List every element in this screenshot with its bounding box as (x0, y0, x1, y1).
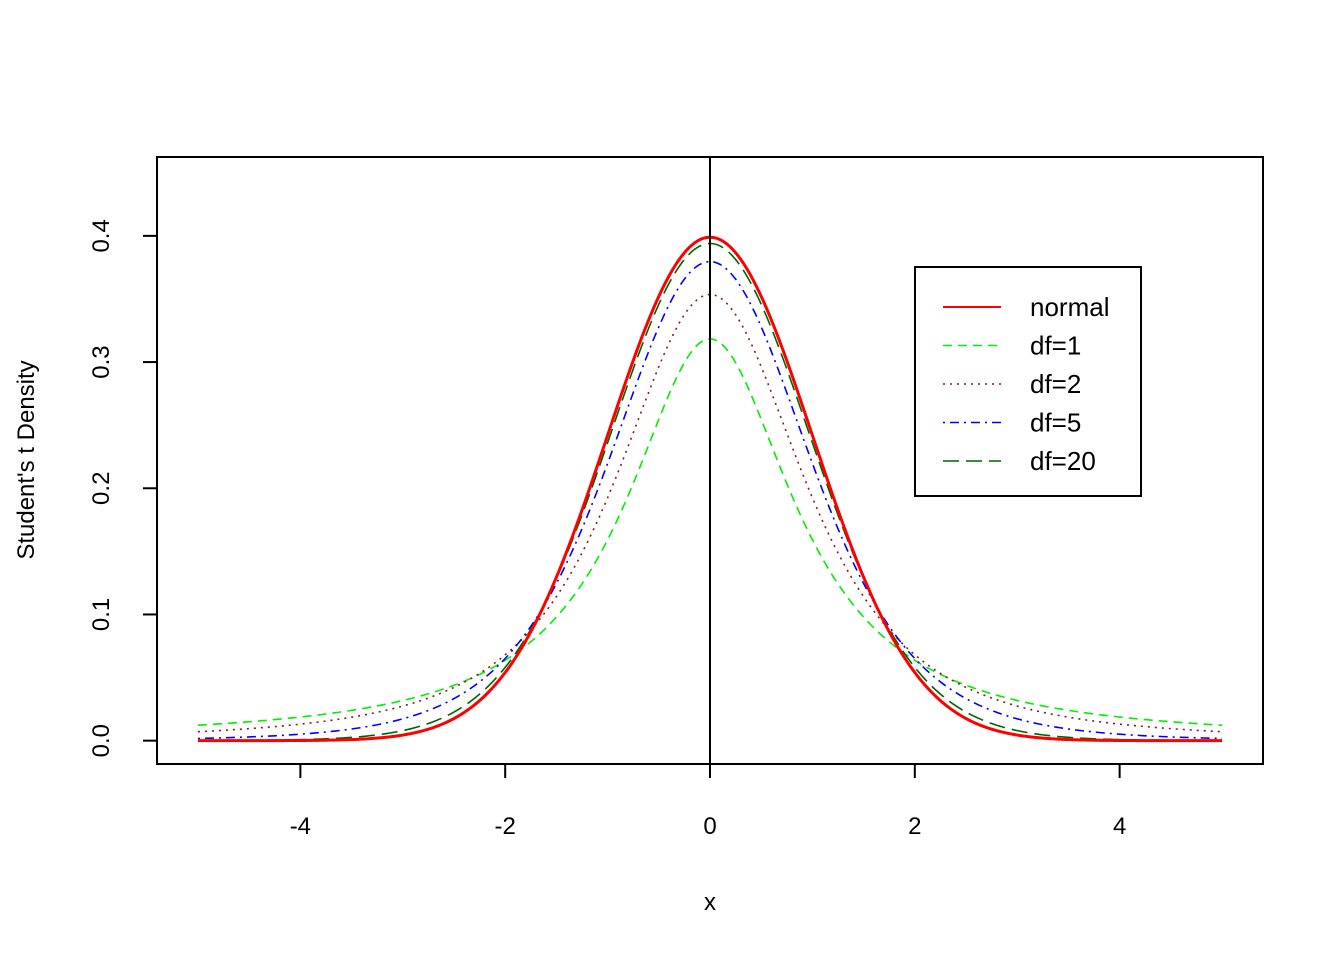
y-tick-label: 0.0 (88, 724, 115, 757)
legend-box (914, 266, 1142, 497)
y-tick-label: 0.1 (88, 598, 115, 631)
x-tick-label: -2 (495, 813, 516, 840)
y-tick-label: 0.3 (88, 345, 115, 378)
legend-label: df=1 (1030, 331, 1081, 361)
x-tick-label: 0 (703, 813, 716, 840)
x-tick-label: -4 (290, 813, 311, 840)
legend-label: df=20 (1030, 446, 1096, 476)
y-tick-label: 0.2 (88, 472, 115, 505)
x-axis-title: x (704, 889, 716, 916)
legend-label: normal (1030, 292, 1109, 322)
y-axis: 0.0 0.1 0.2 0.3 0.4 (88, 219, 158, 757)
series-line-df2 (197, 293, 1223, 733)
x-tick-label: 2 (908, 813, 921, 840)
y-axis-title: Student's t Density (13, 360, 40, 559)
legend-label: df=5 (1030, 408, 1081, 438)
legend-label: df=2 (1030, 369, 1081, 399)
x-tick-label: 4 (1113, 813, 1126, 840)
y-tick-label: 0.4 (88, 219, 115, 252)
x-axis: -4 -2 0 2 4 (290, 763, 1126, 840)
legend: normal df=1 df=2 df=5 df=20 (914, 266, 1142, 497)
